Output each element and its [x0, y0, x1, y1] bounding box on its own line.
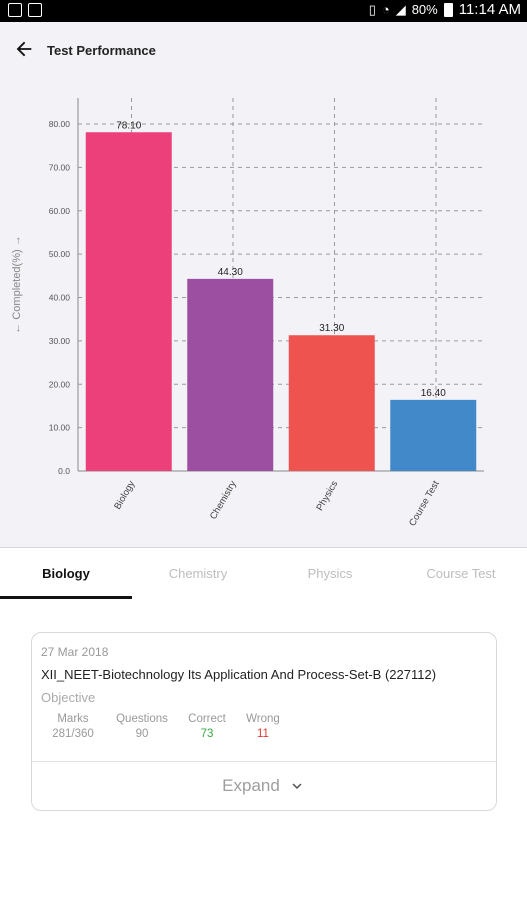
signal-icon: ◢ [395, 1, 406, 17]
stat-value: 73 [200, 728, 214, 740]
y-tick-label: 0.0 [58, 466, 70, 476]
arrow-left-icon[interactable] [13, 38, 35, 60]
chevron-down-icon [292, 783, 302, 789]
bar-biology [85, 132, 172, 471]
y-tick-label: 20.00 [49, 379, 71, 389]
test-name: XII_NEET-Biotechnology Its Application A… [41, 667, 437, 682]
stat-label: Questions [116, 713, 168, 725]
x-tick-label: Biology [112, 479, 137, 512]
tab-physics[interactable]: Physics [307, 566, 353, 581]
bar-chart: 0.0 10.00 20.00 30.00 40.00 50.00 60.00 70.00 80… [11, 98, 484, 529]
y-axis-label: ← Completed(%) → [11, 235, 23, 333]
y-tick-label: 10.00 [49, 423, 71, 433]
chart-area: 0.0 10.00 20.00 30.00 40.00 50.00 60.00 70.00 80… [0, 78, 527, 548]
y-tick-label: 50.00 [49, 249, 71, 259]
y-tick-label: 30.00 [49, 336, 71, 346]
stat-marks: Marks 281/360 [38, 713, 108, 740]
battery-percent: 80% [411, 2, 438, 17]
data-label: 44.30 [218, 267, 243, 278]
y-tick-label: 40.00 [49, 293, 71, 303]
test-type: Objective [41, 690, 96, 705]
clock: 11:14 AM [458, 1, 521, 18]
expand-label: Expand [222, 776, 280, 795]
image-icon [28, 3, 42, 17]
expand-button[interactable]: Expand [32, 762, 496, 810]
status-bar: ▯ ◔ ◢ 80% 11:14 AM [0, 0, 527, 22]
bar-chemistry [187, 278, 274, 471]
data-label: 78.10 [116, 120, 141, 131]
stat-wrong: Wrong 11 [228, 713, 298, 740]
stat-value: 90 [135, 728, 149, 740]
app-bar: Test Performance [0, 22, 527, 78]
stat-value: 11 [257, 728, 269, 740]
stat-label: Wrong [246, 713, 280, 725]
stat-label: Marks [57, 713, 89, 725]
bar-course-test [390, 399, 477, 471]
battery-icon [443, 2, 453, 17]
vibrate-icon: ▯ [368, 1, 376, 17]
y-tick-label: 80.00 [49, 119, 71, 129]
image-icon [8, 3, 22, 17]
x-tick-label: Physics [314, 479, 340, 513]
tab-course-test[interactable]: Course Test [426, 566, 496, 581]
y-tick-label: 70.00 [49, 162, 71, 172]
tab-indicator [0, 596, 132, 599]
stat-correct: Correct 73 [172, 713, 242, 740]
subject-tabs: Biology Chemistry Physics Course Test [0, 549, 527, 599]
stat-questions: Questions 90 [107, 713, 177, 740]
tab-chemistry[interactable]: Chemistry [168, 566, 228, 581]
divider [32, 761, 496, 762]
page-title: Test Performance [47, 43, 156, 58]
x-tick-label: Chemistry [208, 479, 239, 522]
x-tick-label: Course Test [407, 479, 442, 529]
data-label: 16.40 [421, 388, 446, 399]
stat-value: 281/360 [52, 728, 94, 740]
test-result-card: 27 Mar 2018 XII_NEET-Biotechnology Its A… [31, 632, 497, 811]
data-label: 31.30 [319, 323, 344, 334]
bar-physics [288, 335, 375, 471]
stat-label: Correct [188, 713, 226, 725]
wifi-icon: ◔ [381, 2, 390, 17]
y-tick-label: 60.00 [49, 206, 71, 216]
test-date: 27 Mar 2018 [41, 645, 109, 659]
tab-biology[interactable]: Biology [42, 566, 90, 581]
